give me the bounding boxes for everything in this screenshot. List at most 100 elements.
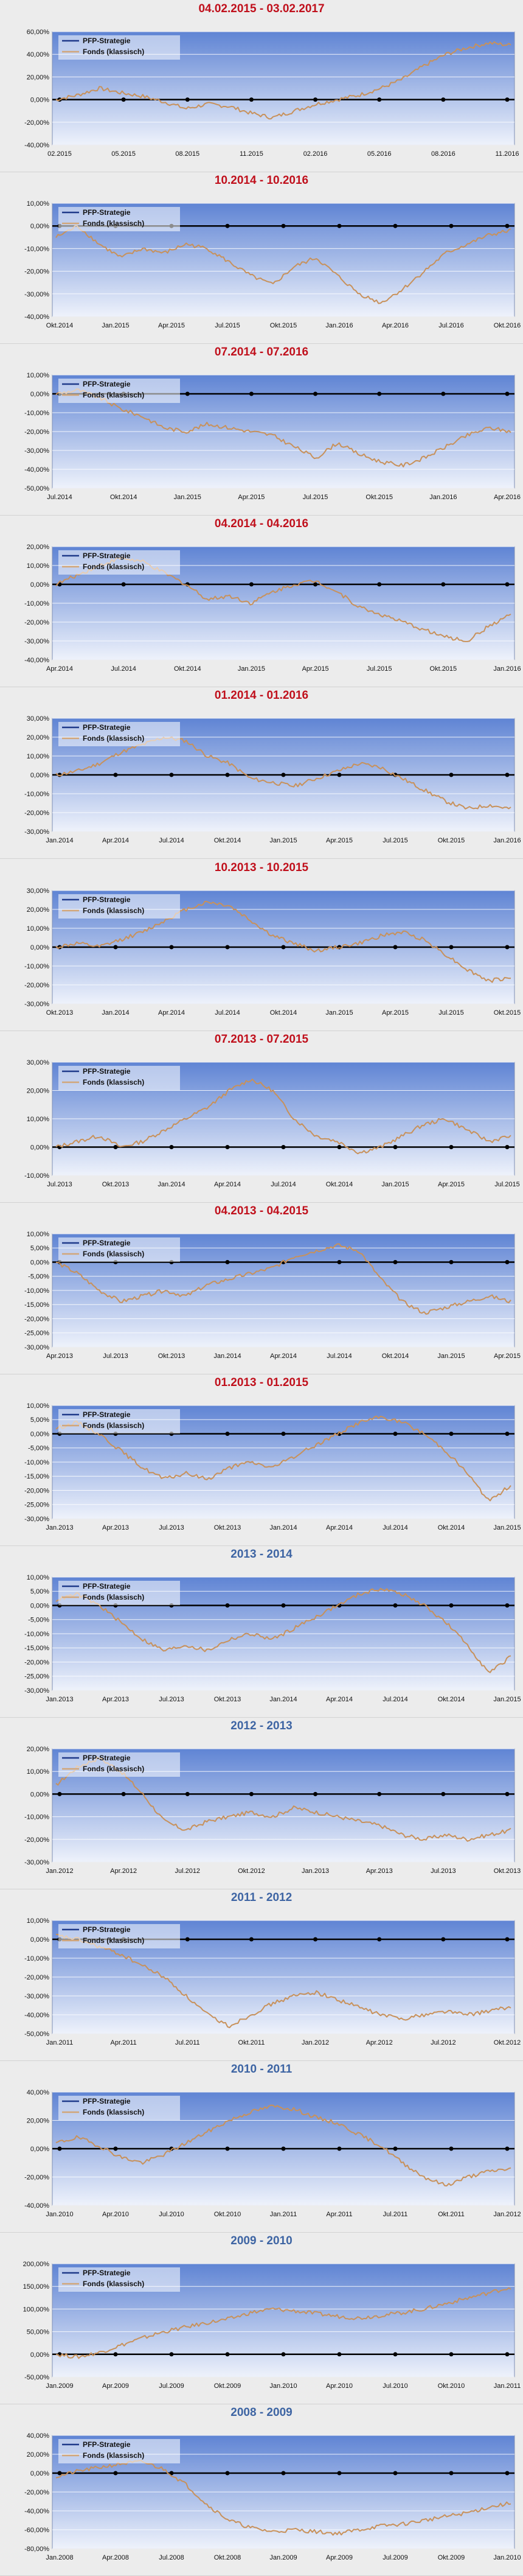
x-tick-label: Jan.2015 <box>437 1353 465 1360</box>
x-tick-label: Apr.2014 <box>270 1353 297 1360</box>
y-tick-label: -10,00% <box>24 245 49 253</box>
strategy-marker <box>113 2352 118 2357</box>
strategy-marker <box>393 2146 398 2151</box>
y-tick-label: -20,00% <box>24 1315 49 1323</box>
x-tick-label: Okt.2008 <box>214 2554 241 2561</box>
strategy-marker <box>313 97 318 102</box>
strategy-marker <box>185 1937 190 1942</box>
strategy-marker <box>281 2146 286 2151</box>
strategy-marker <box>185 97 190 102</box>
x-tick-label: Jan.2013 <box>46 1696 73 1703</box>
y-tick-label: 0,00% <box>30 391 49 398</box>
x-tick-label: Okt.2013 <box>214 1696 241 1703</box>
y-tick-label: -30,00% <box>24 1000 49 1007</box>
x-tick-label: Jul.2013 <box>103 1353 128 1360</box>
strategy-marker <box>449 944 454 949</box>
x-tick-label: Jul.2009 <box>383 2554 408 2561</box>
x-tick-label: Okt.2014 <box>110 494 137 501</box>
legend-box <box>58 1924 181 1949</box>
x-tick-label: Jul.2016 <box>438 322 464 329</box>
y-tick-label: -30,00% <box>24 1993 49 2000</box>
x-tick-label: Apr.2012 <box>110 1867 137 1875</box>
x-tick-label: Jan.2016 <box>493 665 521 673</box>
x-tick-label: Okt.2014 <box>174 665 201 673</box>
strategy-marker <box>505 1431 510 1436</box>
x-tick-label: Jan.2012 <box>493 2211 521 2218</box>
y-tick-label: 10,00% <box>27 562 49 570</box>
strategy-marker <box>441 1791 446 1796</box>
chart-panel: 01.2014 - 01.2016 30,00% 20,00% 10,00% 0,00%… <box>0 687 523 859</box>
legend-box <box>58 1580 181 1605</box>
legend-label: PFP-Strategie <box>83 2269 131 2277</box>
x-tick-label: Apr.2014 <box>326 1524 353 1531</box>
x-tick-label: 08.2016 <box>431 150 455 158</box>
x-tick-label: Jul.2015 <box>215 322 240 329</box>
x-tick-label: Jul.2013 <box>47 1181 72 1188</box>
y-tick-label: 10,00% <box>27 372 49 379</box>
chart-title: 10.2014 - 10.2016 <box>214 174 309 187</box>
chart-svg: 60,00%40,00%20,00%0,00%-20,00%-40,00%02.… <box>24 29 519 158</box>
chart-svg: 20,00% 10,00% 0,00% -10,00% -20,00% -30,00% -4… <box>24 544 521 673</box>
x-tick-label: Okt.2014 <box>382 1353 409 1360</box>
chart-title: 10.2013 - 10.2015 <box>214 861 309 874</box>
strategy-marker <box>281 2352 286 2357</box>
legend-box <box>58 1237 181 1262</box>
x-tick-label: Apr.2009 <box>102 2382 129 2390</box>
legend-label: Fonds (klassisch) <box>83 2280 144 2288</box>
y-tick-label: 0,00% <box>30 1602 49 1609</box>
series-line-fund <box>55 1078 511 1154</box>
strategy-marker <box>113 2146 118 2151</box>
x-tick-label: 02.2015 <box>47 150 72 158</box>
x-tick-label: Jul.2009 <box>159 2382 184 2390</box>
y-tick-label: 50,00% <box>27 2329 49 2336</box>
y-tick-label: -40,00% <box>24 2508 49 2515</box>
x-tick-label: Jul.2010 <box>383 2382 408 2390</box>
y-tick-label: 20,00% <box>27 2451 49 2459</box>
y-tick-label: -30,00% <box>24 447 49 455</box>
series-line-fund <box>55 1934 511 2029</box>
series-line-fund <box>56 1243 511 1315</box>
legend-label: PFP-Strategie <box>83 895 131 903</box>
chart-panel: 07.2013 - 07.2015 30,00% 20,00% 10,00% 0,00%… <box>0 1031 523 1203</box>
x-tick-label: Jan.2015 <box>102 322 129 329</box>
y-tick-label: -20,00% <box>24 2489 49 2496</box>
y-tick-label: -10,00% <box>24 1459 49 1466</box>
chart-svg: 10,00% 5,00% 0,00% -5,00% -10,00% -15,00% -20,… <box>24 1231 521 1360</box>
legend-label: Fonds (klassisch) <box>83 2108 144 2116</box>
strategy-marker <box>313 1791 318 1796</box>
strategy-marker <box>393 223 398 228</box>
legend-label: PFP-Strategie <box>83 1754 131 1762</box>
x-tick-label: Jan.2015 <box>493 1696 521 1703</box>
x-tick-label: Jan.2011 <box>494 2382 521 2390</box>
legend-box <box>58 1752 181 1777</box>
y-tick-label: -5,00% <box>28 1273 49 1280</box>
strategy-marker <box>113 944 118 949</box>
y-tick-label: 40,00% <box>27 2432 49 2440</box>
x-tick-label: Apr.2015 <box>382 1009 409 1016</box>
y-tick-label: 30,00% <box>27 887 49 894</box>
x-tick-label: Jan.2014 <box>46 837 73 844</box>
x-tick-label: Jan.2015 <box>238 665 265 673</box>
y-tick-label: -40,00% <box>24 2012 49 2019</box>
legend-label: Fonds (klassisch) <box>83 1593 144 1601</box>
x-tick-label: Okt.2010 <box>214 2211 241 2218</box>
strategy-marker <box>249 582 254 587</box>
strategy-marker <box>337 1259 342 1264</box>
legend-label: PFP-Strategie <box>83 380 131 388</box>
strategy-marker <box>281 1603 286 1608</box>
strategy-marker <box>393 2352 398 2357</box>
strategy-marker <box>505 582 510 587</box>
x-tick-label: Jul.2015 <box>303 494 328 501</box>
x-tick-label: Okt.2016 <box>494 322 521 329</box>
y-tick-label: -60,00% <box>24 2527 49 2534</box>
x-tick-label: Okt.2013 <box>158 1353 185 1360</box>
strategy-marker <box>113 772 118 777</box>
x-tick-label: Apr.2011 <box>111 2039 137 2046</box>
y-tick-label: -25,00% <box>24 1329 49 1337</box>
strategy-marker <box>505 2352 510 2357</box>
x-tick-label: Jul.2015 <box>494 1181 520 1188</box>
legend-box <box>58 2267 181 2292</box>
y-tick-label: 20,00% <box>27 1087 49 1094</box>
strategy-marker <box>505 772 510 777</box>
x-tick-label: Apr.2015 <box>438 1181 465 1188</box>
